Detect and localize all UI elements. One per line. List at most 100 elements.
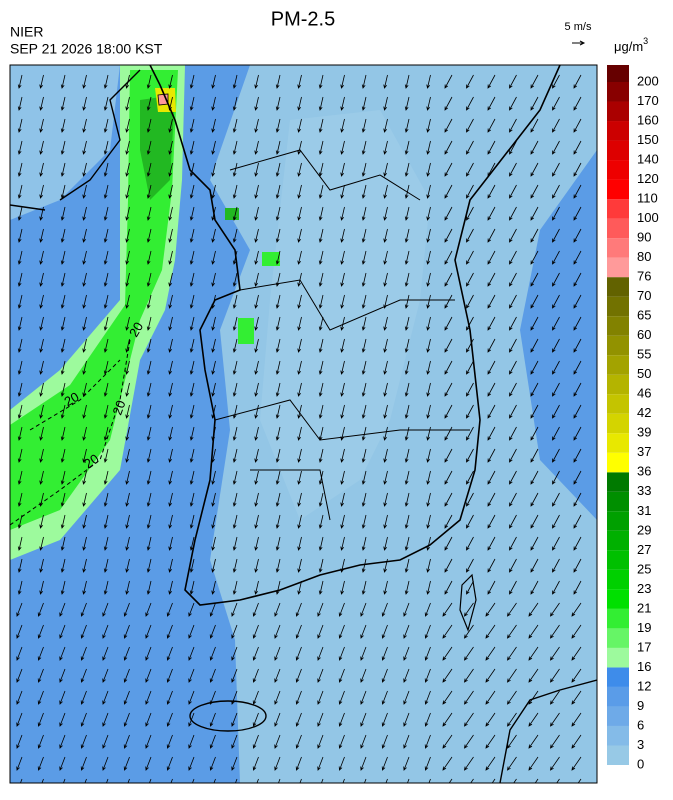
wind-arrow [189,206,195,221]
wind-arrow [16,624,23,639]
wind-arrow [573,558,582,573]
wind-arrow [252,712,259,727]
wind-arrow [383,316,388,331]
wind-arrow [232,360,238,375]
wind-arrow [39,206,44,221]
colorbar-label: 110 [637,191,658,206]
wind-arrow [82,184,87,199]
wind-arrow [17,514,23,529]
wind-arrow [297,140,302,155]
wind-arrow [102,646,109,661]
wind-arrow [383,580,388,595]
wind-arrow [103,96,109,111]
wind-arrow [424,602,431,617]
colorbar-label: 150 [637,132,659,147]
wind-arrow [318,360,324,375]
wind-arrow [211,162,216,177]
wind-arrow [166,690,173,705]
wind-arrow [275,492,281,507]
wind-arrow [16,734,23,749]
wind-arrow [573,448,582,463]
wind-arrow [361,250,367,265]
wind-arrow [466,74,474,89]
colorbar-segment [607,569,629,590]
wind-arrow [123,668,130,683]
local-spot [225,208,239,220]
wind-arrow [470,778,474,783]
wind-arrow [60,580,66,595]
wind-arrow [318,558,324,573]
wind-arrow [39,74,44,89]
wind-arrow [317,712,324,727]
wind-arrow [318,118,324,133]
wind-arrow [528,646,539,661]
wind-arrow [211,74,216,89]
wind-arrow [123,624,130,639]
wind-arrow [297,294,302,309]
wind-arrow [487,382,496,397]
wind-arrow [146,162,152,177]
colorbar-segment [607,101,629,122]
wind-arrow [17,162,23,177]
colorbar-label: 17 [637,639,651,654]
colorbar-label: 19 [637,620,651,635]
wind-arrow [232,338,238,353]
wind-arrow [552,558,560,573]
wind-arrow [231,602,238,617]
wind-arrow [232,294,238,309]
datetime: SEP 21 2026 18:00 KST [10,41,163,57]
wind-arrow [571,624,582,639]
wind-arrow [403,668,410,683]
wind-arrow [275,140,281,155]
wind-arrow [213,778,216,783]
wind-arrow [444,338,453,353]
wind-arrow [403,646,410,661]
wind-arrow [361,228,367,243]
wind-arrow [166,602,173,617]
wind-arrow [39,382,44,397]
wind-arrow [361,74,367,89]
wind-arrow [426,228,431,243]
colorbar-label: 23 [637,581,651,596]
wind-arrow [146,140,152,155]
wind-arrow [340,558,345,573]
wind-arrow [383,338,388,353]
wind-arrow [297,448,302,463]
wind-arrow [232,272,238,287]
wind-arrow [530,74,539,89]
wind-arrow [509,382,517,397]
wind-arrow [404,470,410,485]
wind-arrow [530,140,539,155]
wind-arrow [232,250,238,265]
wind-arrow [39,316,44,331]
wind-arrow [145,668,152,683]
wind-arrow [573,316,582,331]
colorbar-label: 31 [637,503,651,518]
wind-arrow [506,734,517,749]
wind-arrow [321,778,324,783]
wind-arrow [295,624,302,639]
wind-arrow [211,96,216,111]
wind-arrow [275,404,281,419]
wind-arrow [426,382,431,397]
wind-arrow [189,140,195,155]
wind-arrow [318,162,324,177]
wind-arrow [60,118,66,133]
wind-arrow [254,558,259,573]
wind-arrow [317,734,324,749]
colorbar-segment [607,725,629,746]
wind-arrow [487,514,496,529]
wind-arrow [274,624,281,639]
colorbar-label: 120 [637,171,659,186]
wind-arrow [125,558,130,573]
wind-arrow [549,668,560,683]
wind-arrow [102,668,109,683]
wind-arrow [444,558,453,573]
wind-arrow [275,206,281,221]
wind-arrow [252,646,259,661]
wind-arrow [509,162,517,177]
wind-arrow [123,756,130,771]
wind-arrow [84,778,87,783]
wind-arrow [466,448,474,463]
